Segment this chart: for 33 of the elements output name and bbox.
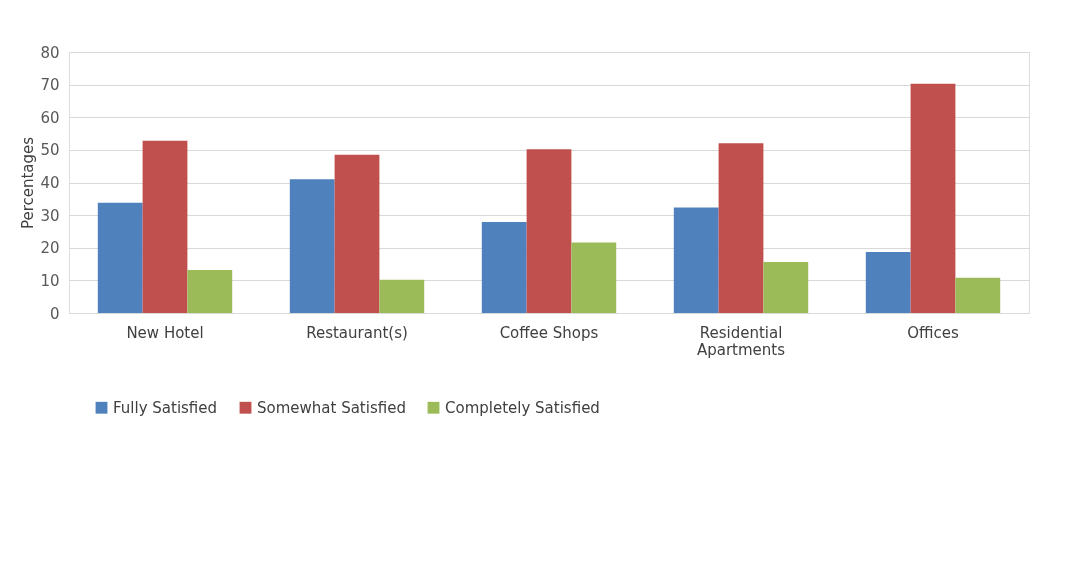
bar bbox=[187, 269, 233, 313]
y-tick-label: 0 bbox=[49, 304, 60, 323]
bar bbox=[97, 202, 143, 313]
bar bbox=[481, 221, 527, 313]
y-tick-label: 10 bbox=[40, 271, 60, 290]
bar bbox=[763, 262, 809, 313]
bar bbox=[526, 149, 572, 313]
y-tick-label: 30 bbox=[40, 206, 60, 225]
bar bbox=[673, 207, 719, 313]
x-tick-label: Restaurant(s) bbox=[306, 323, 408, 342]
y-tick-label: 40 bbox=[40, 174, 60, 192]
bar bbox=[289, 179, 335, 313]
bar bbox=[379, 279, 425, 313]
y-tick-label: 50 bbox=[40, 141, 60, 160]
legend-label: Somewhat Satisfied bbox=[257, 398, 406, 417]
bar bbox=[334, 154, 380, 313]
bar bbox=[955, 277, 1001, 313]
legend-label: Fully Satisfied bbox=[113, 398, 218, 417]
x-tick-label: Offices bbox=[907, 323, 959, 342]
bar bbox=[910, 83, 956, 313]
y-tick-label: 70 bbox=[40, 76, 60, 95]
y-tick-label: 80 bbox=[40, 43, 60, 62]
y-tick-label: 20 bbox=[40, 239, 60, 258]
legend-label: Completely Satisfied bbox=[445, 398, 600, 417]
y-axis-title: Percentages bbox=[19, 136, 38, 230]
bar bbox=[142, 140, 188, 313]
x-tick-label: Residential Apartments bbox=[696, 323, 786, 359]
bar bbox=[571, 242, 617, 313]
x-tick-label: Coffee Shops bbox=[499, 323, 599, 342]
bar bbox=[718, 143, 764, 313]
bar bbox=[865, 251, 911, 313]
y-tick-label: 60 bbox=[40, 108, 60, 127]
x-tick-label: New Hotel bbox=[126, 323, 204, 342]
